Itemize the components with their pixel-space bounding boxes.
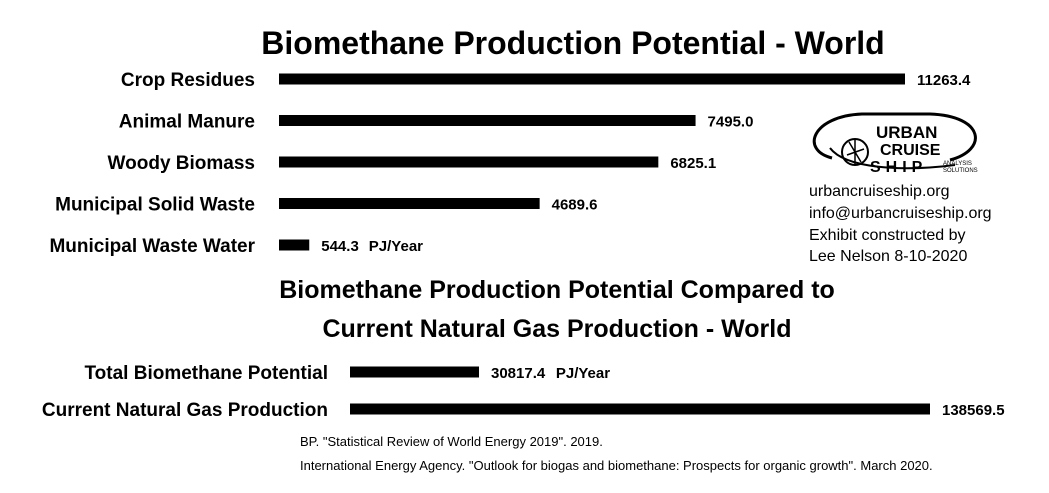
chart-1-bar xyxy=(279,156,659,168)
chart-1-value-label: 4689.6 xyxy=(552,197,598,214)
chart-2-category-label: Total Biomethane Potential xyxy=(84,363,328,384)
info-website: urbancruiseship.org xyxy=(809,183,950,200)
info-email: info@urbancruiseship.org xyxy=(809,205,992,222)
chart-1-bar xyxy=(279,73,905,85)
chart-1-bar xyxy=(279,239,310,251)
source-2: International Energy Agency. "Outlook fo… xyxy=(300,458,933,473)
chart-1-value-label: 7495.0 xyxy=(708,114,754,131)
urban-cruise-ship-logo: URBAN CRUISE SHIP ANALYSIS SOLUTIONS xyxy=(812,112,978,176)
chart-1-value-label: 11263.4 xyxy=(917,72,971,89)
chart-1-value-label: 544.3 xyxy=(321,238,359,255)
chart-2-value-label: 30817.4 xyxy=(491,365,546,382)
info-credit-line-2: Lee Nelson 8-10-2020 xyxy=(809,248,967,265)
chart-2-title-line-2: Current Natural Gas Production - World xyxy=(322,315,791,343)
chart-1-unit-label: PJ/Year xyxy=(369,238,423,255)
logo-figure-detail-icon xyxy=(846,139,865,165)
chart-2-unit-label: PJ/Year xyxy=(556,365,610,382)
chart-2-bar xyxy=(350,403,930,415)
chart-1-title: Biomethane Production Potential - World xyxy=(261,25,884,61)
logo-tag-1: ANALYSIS xyxy=(943,161,972,167)
chart-1-category-label: Crop Residues xyxy=(121,70,255,91)
logo-line-3: SHIP xyxy=(870,159,927,176)
chart-1-category-label: Woody Biomass xyxy=(108,153,255,174)
info-credit-line-1: Exhibit constructed by xyxy=(809,227,966,244)
logo-tag-2: SOLUTIONS xyxy=(943,168,978,174)
logo-swoosh-icon xyxy=(812,112,977,162)
chart-1-bar xyxy=(279,115,696,126)
chart-2-category-label: Current Natural Gas Production xyxy=(42,400,328,421)
chart-1-category-label: Municipal Waste Water xyxy=(49,236,255,257)
logo-line-1: URBAN xyxy=(876,123,937,142)
chart-1-bar xyxy=(279,198,540,209)
chart-2-title-line-1: Biomethane Production Potential Compared… xyxy=(279,276,835,304)
chart-1-category-label: Animal Manure xyxy=(119,112,255,133)
logo-swoosh-lower-icon xyxy=(829,147,956,170)
logo-line-2: CRUISE xyxy=(880,142,941,159)
chart-1-bars: Crop Residues 11263.4 Animal Manure 7495.0 W… xyxy=(49,70,971,257)
chart-1-category-label: Municipal Solid Waste xyxy=(55,195,255,216)
chart-2-bars: Total Biomethane Potential 30817.4 PJ/Year… xyxy=(42,363,1005,421)
source-1: BP. "Statistical Review of World Energy … xyxy=(300,434,603,449)
chart-1-value-label: 6825.1 xyxy=(670,155,716,172)
chart-2-bar xyxy=(350,366,479,378)
chart-2-value-label: 138569.5 xyxy=(942,402,1005,419)
